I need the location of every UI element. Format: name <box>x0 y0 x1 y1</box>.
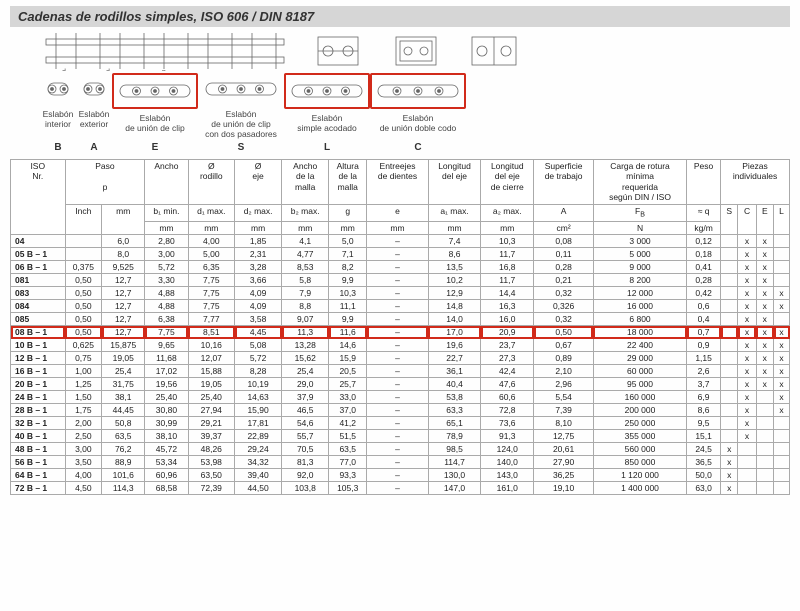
chain-end-view-2 <box>386 31 446 71</box>
svg-text:d₂: d₂ <box>106 69 113 71</box>
table-row: 32 B – 12,0050,830,9929,2117,8154,641,2–… <box>11 417 790 430</box>
table-row: 24 B – 11,5038,125,4025,4014,6337,933,0–… <box>11 391 790 404</box>
link-l <box>284 73 370 109</box>
table-row: 0840,5012,74,887,754,098,811,1–14,816,30… <box>11 300 790 313</box>
link-e <box>112 73 198 109</box>
svg-text:p: p <box>162 69 166 71</box>
chain-end-view-3 <box>464 31 524 71</box>
chain-diagram: d₁ d₂ p EslabóninteriorEslabónexterior Es… <box>10 27 790 153</box>
link-label: Eslabóninterior <box>43 109 74 129</box>
table-row: 48 B – 13,0076,245,7248,2629,2470,563,5–… <box>11 443 790 456</box>
link-letter: E <box>112 142 198 153</box>
spec-table: ISONr.PasopAnchoØrodilloØejeAnchode lama… <box>10 159 790 496</box>
link-letter: S <box>198 142 284 153</box>
link-letter: C <box>370 142 466 153</box>
table-row: 046,02,804,001,854,15,0–7,410,30,083 000… <box>11 235 790 248</box>
table-row: 10 B – 10,62515,8759,6510,165,0813,2814,… <box>11 339 790 352</box>
table-row: 06 B – 10,3759,5255,726,353,288,538,2–13… <box>11 261 790 274</box>
link-letter: A <box>76 142 112 153</box>
table-row: 12 B – 10,7519,0511,6812,075,7215,6215,9… <box>11 352 790 365</box>
link-label: Eslabónde unión doble codo <box>380 113 457 133</box>
table-row: 40 B – 12,5063,538,1039,3722,8955,751,5–… <box>11 430 790 443</box>
link-label: Eslabónde unión de clip <box>125 113 185 133</box>
link-letter: B <box>40 142 76 153</box>
link-b <box>42 73 74 105</box>
link-letter: L <box>284 142 370 153</box>
svg-text:d₁: d₁ <box>62 69 69 71</box>
link-label: Eslabónsimple acodado <box>297 113 357 133</box>
link-label: Eslabónde unión de clipcon dos pasadores <box>205 109 277 140</box>
link-c <box>370 73 466 109</box>
table-row: 64 B – 14,00101,660,9663,5039,4092,093,3… <box>11 469 790 482</box>
table-row: 0850,5012,76,387,773,589,079,9–14,016,00… <box>11 313 790 326</box>
chain-side-view: d₁ d₂ p <box>40 31 290 71</box>
table-row: 16 B – 11,0025,417,0215,888,2825,420,5–3… <box>11 365 790 378</box>
table-row: 0810,5012,73,307,753,665,89,9–10,211,70,… <box>11 274 790 287</box>
link-a <box>78 73 110 105</box>
table-row: 56 B – 13,5088,953,3453,9834,3281,377,0–… <box>11 456 790 469</box>
link-label: Eslabónexterior <box>79 109 110 129</box>
page-title: Cadenas de rodillos simples, ISO 606 / D… <box>10 6 790 27</box>
table-row: 05 B – 18,03,005,002,314,777,1–8,611,70,… <box>11 248 790 261</box>
table-row: 28 B – 11,7544,4530,8027,9415,9046,537,0… <box>11 404 790 417</box>
chain-end-view-1 <box>308 31 368 71</box>
table-row: 20 B – 11,2531,7519,5619,0510,1929,025,7… <box>11 378 790 391</box>
table-row: 08 B – 10,5012,77,758,514,4511,311,6–17,… <box>11 326 790 339</box>
table-row: 72 B – 14,50114,368,5872,3944,50103,8105… <box>11 482 790 495</box>
table-row: 0830,5012,74,887,754,097,910,3–12,914,40… <box>11 287 790 300</box>
link-s <box>200 73 282 105</box>
